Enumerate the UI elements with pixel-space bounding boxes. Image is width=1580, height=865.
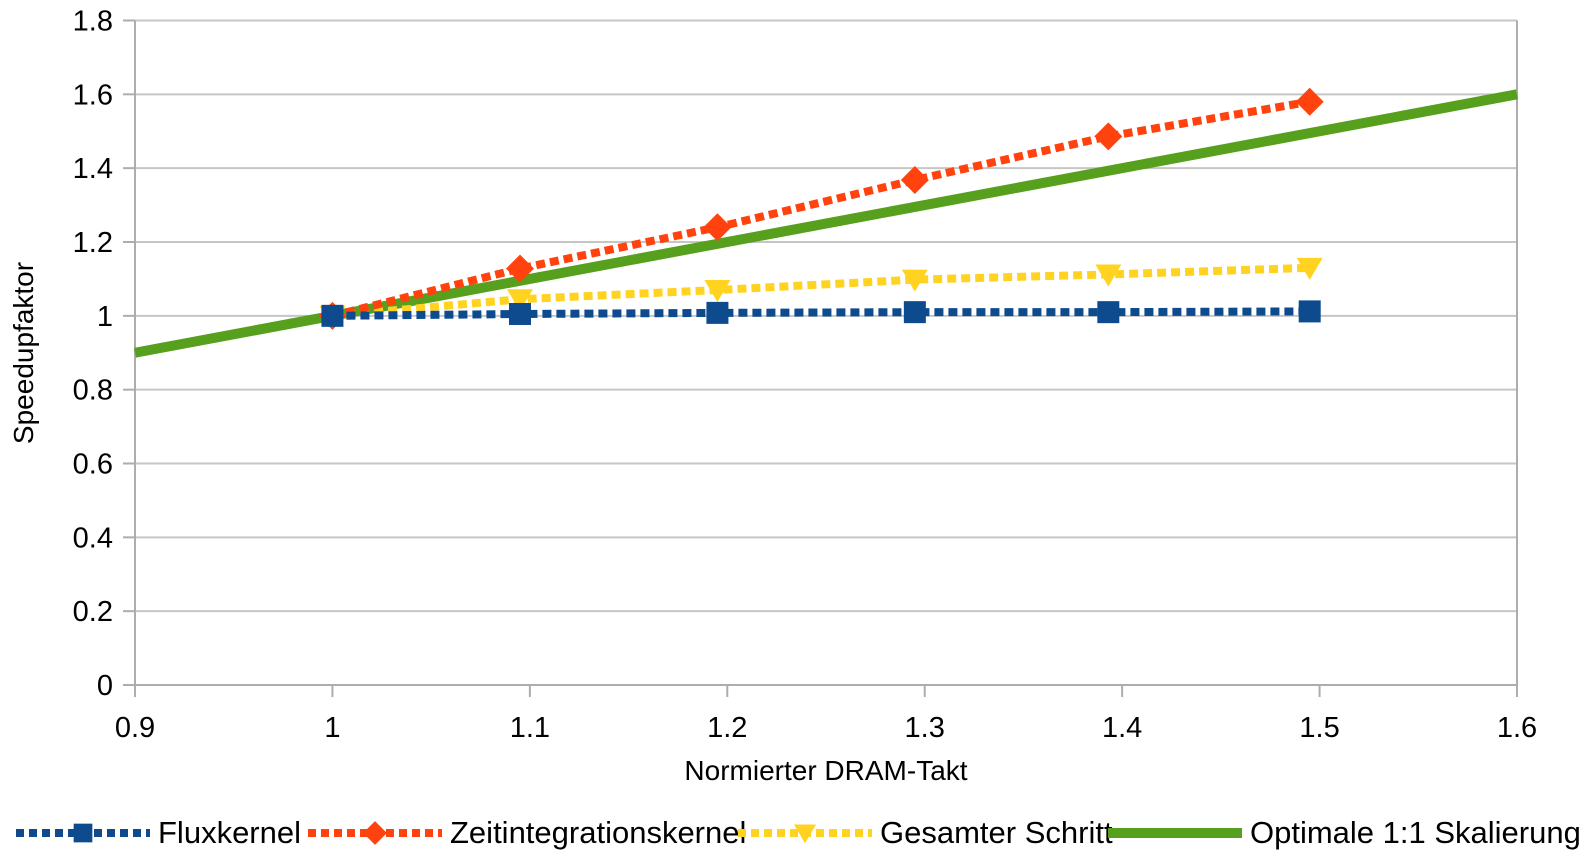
marker-square <box>903 301 926 324</box>
marker-square <box>1298 300 1321 323</box>
y-tick-label: 0.4 <box>73 522 113 554</box>
series-line-fluxkernel <box>332 307 1310 320</box>
marker-triangle-down <box>793 824 817 844</box>
legend: Fluxkernel Zeitintegrationskernel Gesamter… <box>0 811 1580 855</box>
legend-item-fluxkernel: Fluxkernel <box>16 811 301 855</box>
marker-triangle-down <box>506 289 533 312</box>
legend-item-optimale-1-1-skalierung: Optimale 1:1 Skalierung <box>1108 811 1580 855</box>
series-line-zeitintegrationskernel <box>331 97 1311 320</box>
x-tick-label: 1.1 <box>510 712 550 744</box>
legend-sample-gesamter-schritt <box>738 824 872 844</box>
marker-triangle-down <box>901 269 928 292</box>
y-tick-label: 1.4 <box>73 153 113 185</box>
legend-item-zeitintegrationskernel: Zeitintegrationskernel <box>308 811 746 855</box>
legend-label: Fluxkernel <box>158 815 301 850</box>
x-tick-label: 1.6 <box>1497 712 1537 744</box>
y-tick-label: 1.8 <box>73 6 113 38</box>
marker-triangle-down <box>704 279 731 302</box>
x-tick-label: 1.5 <box>1299 712 1339 744</box>
marker-triangle-down <box>1296 257 1323 280</box>
marker-diamond <box>900 165 929 194</box>
x-tick-label: 1.3 <box>905 712 945 744</box>
x-tick-label: 1 <box>324 712 340 744</box>
x-tick-label: 0.9 <box>115 712 155 744</box>
marker-diamond <box>505 254 534 283</box>
legend-sample-fluxkernel <box>16 823 150 843</box>
x-tick-label: 1.4 <box>1102 712 1142 744</box>
y-tick-label: 0.2 <box>73 596 113 628</box>
marker-diamond <box>703 213 732 242</box>
legend-label: Zeitintegrationskernel <box>450 815 747 850</box>
marker-diamond <box>1094 122 1123 151</box>
legend-label: Optimale 1:1 Skalierung <box>1250 815 1580 850</box>
y-tick-label: 1.2 <box>73 227 113 259</box>
plot-area: 0 0.2 0.4 0.6 0.8 1 1.2 1.4 1.6 1.8 0.9 1 1.1 1.2 1.3 1… <box>73 6 1537 745</box>
y-tick-label: 1 <box>97 301 113 333</box>
marker-square <box>321 304 344 327</box>
legend-sample-optimale-1-1-skalierung <box>1108 828 1242 838</box>
marker-square <box>1097 301 1120 324</box>
legend-sample-zeitintegrationskernel <box>308 821 442 845</box>
marker-diamond <box>1295 87 1324 116</box>
marker-square <box>508 302 531 325</box>
series-line-gesamter-schritt <box>332 263 1310 320</box>
marker-diamond <box>363 821 387 845</box>
series-fluxkernel <box>321 300 1321 327</box>
y-tick-label: 0.8 <box>73 375 113 407</box>
y-tick-label: 0.6 <box>73 449 113 481</box>
y-tick-label: 1.6 <box>73 79 113 111</box>
marker-square <box>706 301 729 324</box>
x-axis-title: Normierter DRAM-Takt <box>684 755 968 786</box>
legend-item-gesamter-schritt: Gesamter Schritt <box>738 811 1113 855</box>
legend-label: Gesamter Schritt <box>880 815 1113 850</box>
marker-triangle-down <box>1095 264 1122 287</box>
x-tick-label: 1.2 <box>707 712 747 744</box>
marker-square <box>73 823 93 843</box>
y-tick-label: 0 <box>97 670 113 702</box>
y-axis-title: Speedupfaktor <box>8 261 39 445</box>
